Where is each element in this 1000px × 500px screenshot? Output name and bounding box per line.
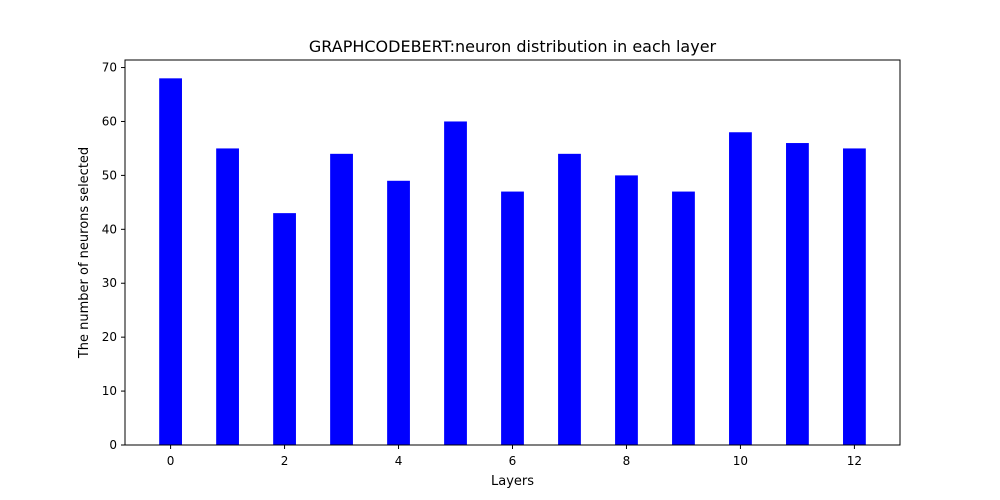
bar-layer-9 xyxy=(672,191,695,445)
y-tick-label: 30 xyxy=(102,276,117,290)
bar-layer-12 xyxy=(843,148,866,445)
bar-layer-11 xyxy=(786,143,809,445)
bar-layer-3 xyxy=(330,153,353,445)
bar-layer-10 xyxy=(729,132,752,446)
bar-layer-0 xyxy=(159,78,182,445)
y-tick-label: 20 xyxy=(102,330,117,344)
y-tick-label: 70 xyxy=(102,61,117,75)
x-tick-label: 2 xyxy=(281,454,289,468)
bar-layer-6 xyxy=(501,191,524,445)
x-tick-label: 6 xyxy=(509,454,517,468)
y-axis-ticks: 0 10 20 30 40 50 60 70 xyxy=(102,61,125,452)
bar-layer-5 xyxy=(444,121,467,446)
y-tick-label: 60 xyxy=(102,114,117,128)
y-tick-label: 10 xyxy=(102,384,117,398)
y-tick-label: 40 xyxy=(102,222,117,236)
y-tick-label: 0 xyxy=(109,438,117,452)
x-tick-label: 4 xyxy=(395,454,403,468)
bar-layer-8 xyxy=(615,175,638,445)
bar-layer-1 xyxy=(216,148,239,445)
y-tick-label: 50 xyxy=(102,168,117,182)
x-tick-label: 12 xyxy=(847,454,862,468)
bar-layer-4 xyxy=(387,180,410,446)
y-axis-label: The number of neurons selected xyxy=(77,147,92,359)
chart-title: GRAPHCODEBERT:neuron distribution in eac… xyxy=(309,37,717,56)
x-tick-label: 10 xyxy=(733,454,748,468)
bar-layer-2 xyxy=(273,213,296,445)
bar-layer-7 xyxy=(558,153,581,445)
x-tick-label: 0 xyxy=(167,454,175,468)
bars xyxy=(159,78,866,446)
x-axis-label: Layers xyxy=(491,474,534,489)
x-tick-label: 8 xyxy=(623,454,631,468)
x-axis-ticks: 0 2 4 6 8 10 12 xyxy=(167,445,862,468)
